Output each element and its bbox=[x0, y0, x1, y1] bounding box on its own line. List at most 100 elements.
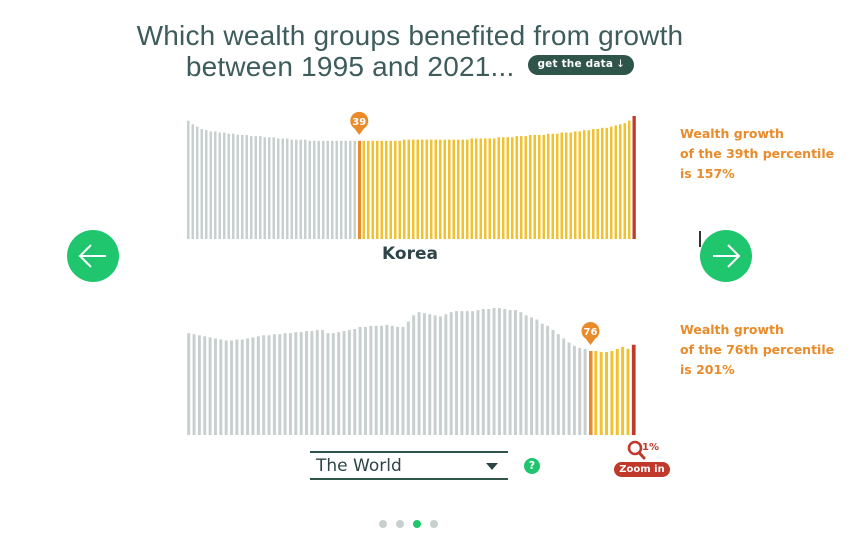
top-bar bbox=[187, 120, 190, 239]
bottom-bar bbox=[621, 346, 625, 435]
top-bar bbox=[344, 140, 347, 239]
top-bar bbox=[502, 137, 505, 239]
top-bar bbox=[196, 126, 199, 239]
top-bar-top-percentile bbox=[632, 116, 636, 239]
top-bar bbox=[560, 132, 563, 239]
chevron-down-icon bbox=[486, 463, 498, 470]
top-bar bbox=[524, 136, 527, 239]
top-bar bbox=[268, 137, 271, 239]
title-line-1: Which wealth groups benefited from growt… bbox=[136, 20, 684, 51]
bottom-bar bbox=[551, 330, 555, 435]
top-bar bbox=[353, 140, 356, 239]
help-button[interactable]: ? bbox=[524, 458, 540, 474]
bottom-bar bbox=[294, 332, 298, 435]
top-bar bbox=[376, 140, 379, 239]
bottom-bar bbox=[246, 338, 250, 435]
next-button[interactable] bbox=[700, 230, 752, 282]
prev-button[interactable] bbox=[67, 230, 119, 282]
get-data-button[interactable]: get the data ↓ bbox=[528, 54, 635, 75]
bottom-bar bbox=[471, 311, 475, 435]
bottom-bar bbox=[240, 339, 244, 435]
bottom-bar bbox=[347, 330, 351, 435]
country-label: Korea bbox=[382, 244, 438, 264]
bottom-bar bbox=[530, 317, 534, 435]
bottom-bar bbox=[481, 309, 485, 435]
top-bar bbox=[538, 134, 541, 239]
pagination-dot[interactable] bbox=[430, 520, 438, 528]
bottom-bar bbox=[567, 342, 571, 435]
top-bar bbox=[322, 140, 325, 239]
bottom-bar-selected bbox=[588, 351, 593, 435]
top-bar bbox=[389, 140, 392, 239]
top-bar bbox=[425, 139, 428, 239]
top-bar bbox=[533, 134, 536, 239]
pagination-dot[interactable] bbox=[396, 520, 404, 528]
top-bar bbox=[326, 140, 329, 239]
top-bar bbox=[520, 136, 523, 239]
pagination-dot-active[interactable] bbox=[413, 520, 421, 528]
bottom-bar bbox=[444, 314, 448, 435]
top-bar bbox=[205, 130, 208, 239]
bottom-bar bbox=[321, 330, 325, 435]
bottom-bar bbox=[192, 334, 196, 435]
zoom-in-button[interactable]: Zoom in bbox=[614, 462, 670, 477]
top-bar bbox=[619, 124, 622, 239]
bottom-bar bbox=[278, 334, 282, 435]
bottom-bar bbox=[519, 312, 523, 435]
top-bar bbox=[398, 140, 401, 239]
top-bar bbox=[610, 126, 613, 239]
zoom-in-control[interactable]: 1% Zoom in bbox=[612, 438, 674, 482]
top-bar bbox=[515, 136, 518, 239]
bottom-bar bbox=[213, 338, 217, 435]
title-line-2-text: between 1995 and 2021... bbox=[185, 51, 515, 82]
top-bar bbox=[488, 138, 491, 239]
bottom-bar bbox=[288, 333, 292, 435]
bottom-bar bbox=[615, 348, 619, 435]
text-cursor bbox=[699, 231, 701, 247]
bottom-marker-label: 76 bbox=[584, 327, 598, 338]
top-bar bbox=[335, 140, 338, 239]
top-bar bbox=[529, 134, 532, 239]
top-bar bbox=[241, 134, 244, 239]
title-line-2: between 1995 and 2021... get the data ↓ bbox=[100, 51, 720, 82]
page-title: Which wealth groups benefited from growt… bbox=[100, 20, 720, 82]
top-bar-selected bbox=[358, 140, 362, 239]
top-bar bbox=[263, 137, 266, 239]
top-bar bbox=[313, 140, 316, 239]
zoom-percent: 1% bbox=[642, 442, 659, 453]
bottom-bar bbox=[272, 334, 276, 435]
bottom-bar bbox=[524, 315, 528, 435]
top-bar bbox=[443, 139, 446, 239]
top-bar bbox=[601, 127, 604, 239]
bottom-bar bbox=[594, 351, 598, 435]
bottom-bar bbox=[396, 326, 400, 435]
top-bar bbox=[628, 120, 631, 239]
top-bar bbox=[245, 134, 248, 239]
bottom-bar bbox=[417, 312, 421, 435]
top-annotation-line-2: of the 39th percentile bbox=[680, 146, 835, 161]
top-bar bbox=[466, 139, 469, 239]
top-bar bbox=[281, 138, 284, 239]
top-bar bbox=[614, 125, 617, 239]
pagination-dot[interactable] bbox=[379, 520, 387, 528]
top-bar bbox=[565, 132, 568, 239]
top-bar bbox=[209, 131, 212, 240]
bottom-bar bbox=[203, 336, 207, 435]
bottom-bar bbox=[342, 331, 346, 435]
bottom-bar bbox=[572, 345, 576, 435]
top-bar bbox=[191, 124, 194, 239]
bottom-bar bbox=[578, 347, 582, 435]
bottom-bar bbox=[187, 333, 191, 435]
top-bar bbox=[200, 129, 203, 239]
top-bar bbox=[272, 137, 275, 239]
top-bar bbox=[461, 139, 464, 239]
bottom-annotation-line-2: of the 76th percentile bbox=[680, 342, 835, 357]
bottom-bar bbox=[460, 311, 464, 435]
top-bar bbox=[290, 139, 293, 239]
top-bar bbox=[506, 137, 509, 239]
top-bar bbox=[299, 139, 302, 239]
bottom-bar bbox=[476, 310, 480, 435]
bottom-bar bbox=[401, 326, 405, 435]
region-select[interactable]: The World bbox=[310, 451, 508, 480]
bottom-bar bbox=[315, 330, 319, 435]
